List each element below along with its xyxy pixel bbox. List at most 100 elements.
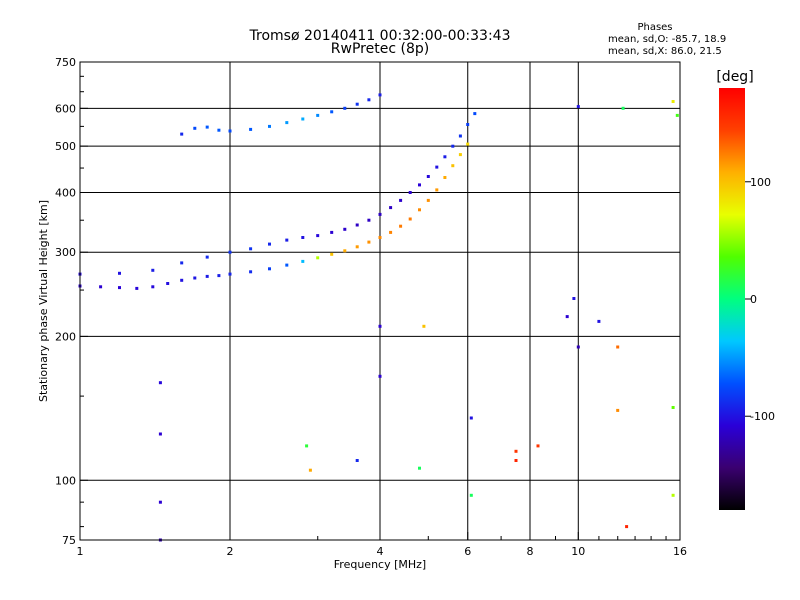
data-point [408,191,412,194]
data-point [378,93,382,97]
data-point [228,250,232,254]
data-point [399,224,403,228]
data-point [99,285,103,289]
data-point [180,261,184,265]
data-point [536,444,540,448]
data-point [330,230,334,234]
x-tick-label: 2 [227,545,234,558]
data-point [616,408,620,412]
data-point [451,164,455,168]
y-tick-label: 100 [55,474,76,487]
data-point [193,276,197,280]
data-point [193,126,197,130]
data-point [158,432,162,436]
x-tick-label: 8 [527,545,534,558]
y-tick-label: 750 [55,56,76,69]
data-point [451,144,455,148]
data-point [418,466,421,470]
data-point [205,274,209,278]
data-point [158,381,162,385]
data-point [343,249,347,253]
x-axis-ticks: 1 2 4 6 8 10 16 [77,532,687,558]
y-tick-label: 400 [55,186,76,199]
data-point [367,240,371,244]
data-point [443,155,447,159]
data-points [78,93,679,542]
x-tick-label: 10 [571,545,585,558]
data-point [330,110,334,114]
data-point [158,500,162,504]
data-point [228,129,232,133]
data-point [378,236,382,239]
data-point [118,271,121,275]
data-point [355,223,359,227]
grid [80,62,680,540]
data-point [443,176,447,179]
colorbar-tick-label: 100 [750,176,771,189]
data-point [435,165,439,169]
colorbar [719,88,745,510]
data-point [355,102,359,106]
data-point [217,128,221,132]
data-point [378,324,382,328]
chart-title: Tromsø 20140411 00:32:00-00:33:43 [249,28,511,44]
data-point [268,124,271,128]
data-point [675,113,679,117]
data-point [305,444,309,448]
data-point [514,449,518,453]
x-tick-label: 6 [464,545,471,558]
data-point [576,105,580,109]
colorbar-tick-label: -100 [750,410,775,423]
y-tick-label: 300 [55,246,76,259]
data-point [316,234,320,238]
y-tick-label: 500 [55,140,76,153]
y-tick-label: 75 [62,534,76,547]
data-point [576,345,580,349]
data-point [458,134,462,138]
data-point [367,218,371,222]
data-point [466,142,470,146]
data-point [671,100,675,103]
data-point [285,238,289,242]
data-point [343,227,347,231]
data-point [316,113,320,117]
data-point [426,175,430,178]
data-point [625,525,629,529]
colorbar-label: [deg] [716,69,753,85]
data-point [597,319,601,323]
data-point [458,153,462,157]
data-point [378,374,382,378]
colorbar-tick-label: 0 [750,293,757,306]
data-point [473,112,477,116]
x-axis-label: Frequency [MHz] [334,558,426,571]
data-point [151,285,155,289]
x-tick-label: 4 [377,545,384,558]
y-axis-label: Stationary phase Virtual Height [km] [37,200,50,402]
data-point [671,493,675,497]
data-point [399,198,403,202]
data-point [343,106,347,110]
data-point [180,278,184,282]
data-point [466,123,470,126]
data-point [355,245,359,249]
data-point [355,459,359,462]
data-point [426,198,430,202]
data-point [435,188,439,192]
data-point [268,242,271,246]
data-point [285,121,289,125]
chart-subtitle: RwPretec (8p) [331,41,429,57]
data-point [469,416,473,420]
data-point [316,256,320,260]
data-point [469,493,473,497]
data-point [285,263,289,267]
data-point [205,255,209,259]
data-point [422,324,426,328]
data-point [621,106,625,110]
phase-stats-x: mean, sd,X: 86.0, 21.5 [608,46,722,57]
data-point [268,267,271,271]
data-point [301,259,305,263]
data-point [330,252,334,256]
data-point [514,459,518,462]
data-point [249,270,253,274]
